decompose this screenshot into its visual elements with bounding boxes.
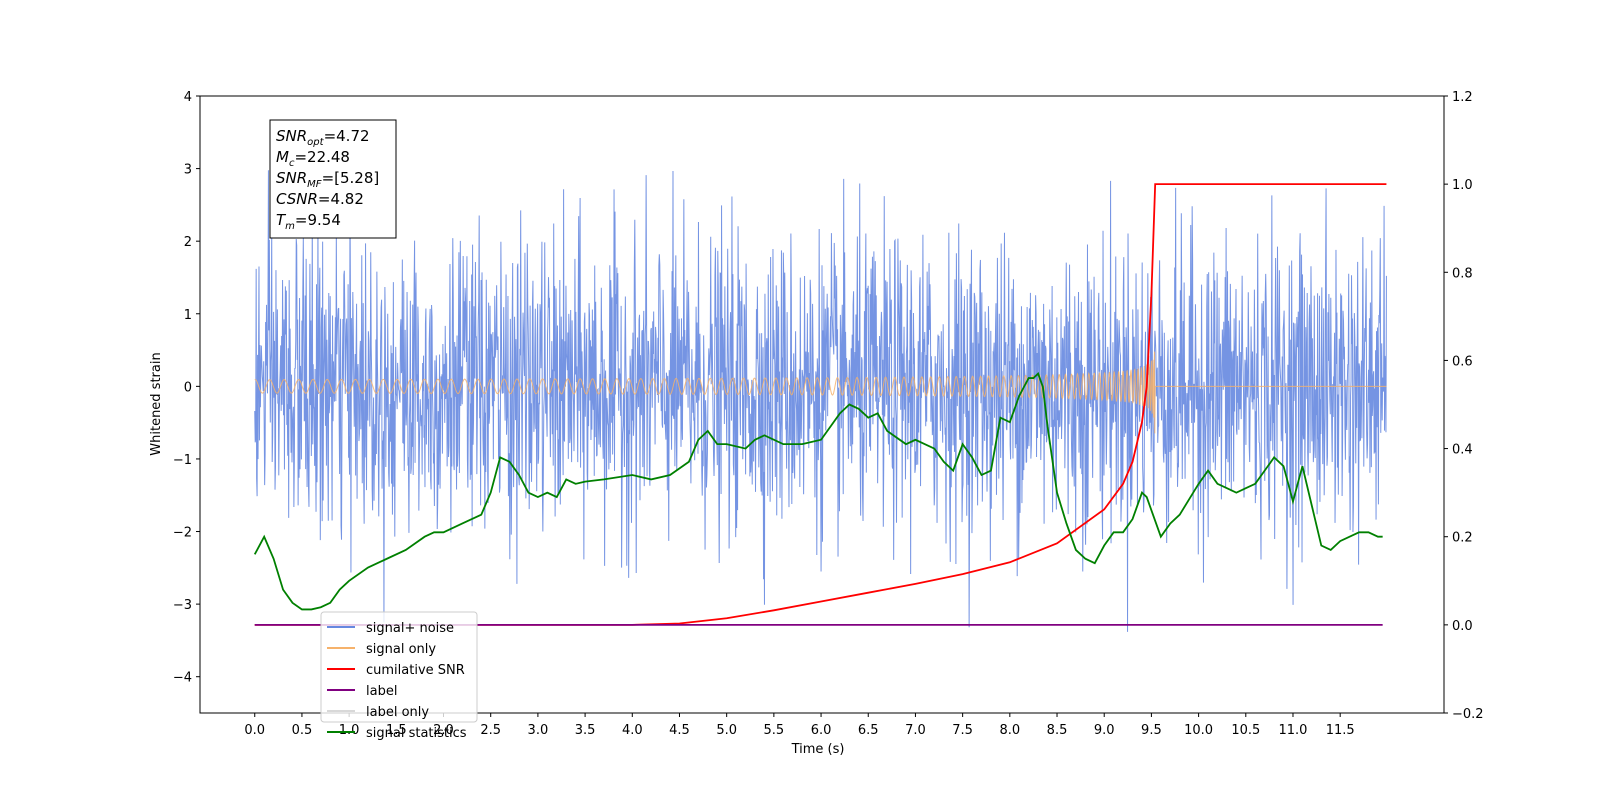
annotation-line: Mc=22.48 xyxy=(276,148,350,169)
annotation-frame xyxy=(269,119,397,239)
y-left-tick-label: 0 xyxy=(184,380,192,395)
x-axis-label: Time (s) xyxy=(791,742,845,757)
annotation-line: CSNR=4.82 xyxy=(276,190,364,208)
x-tick-label: 4.5 xyxy=(669,723,690,738)
x-tick-label: 5.0 xyxy=(716,723,737,738)
legend-label: label only xyxy=(366,705,429,720)
series-cumilative-snr-line xyxy=(254,183,1387,626)
y-left-tick-label: 2 xyxy=(184,235,192,250)
legend: signal+ noise signal only cumilative SNR la… xyxy=(320,611,478,741)
x-tick-label: 2.5 xyxy=(480,723,501,738)
y-left-tick-label: −4 xyxy=(173,671,192,686)
y-axis-left-ticks: −4 −3 −2 −1 0 1 2 3 4 xyxy=(173,90,200,686)
x-tick-label: 1.5 xyxy=(386,723,407,738)
y-right-tick-label: 0.2 xyxy=(1452,531,1473,546)
y-left-tick-label: −3 xyxy=(173,598,192,613)
x-tick-label: 5.5 xyxy=(764,723,785,738)
x-tick-label: 7.0 xyxy=(905,723,926,738)
y-right-tick-label: −0.2 xyxy=(1452,707,1484,722)
x-tick-label: 7.5 xyxy=(952,723,973,738)
series-signal-statistics-line xyxy=(253,372,1383,611)
x-tick-label: 4.0 xyxy=(622,723,643,738)
x-tick-label: 0.0 xyxy=(244,723,265,738)
series-signal-noise-line xyxy=(254,170,1387,632)
y-axis-label: Whitened strain xyxy=(149,352,164,455)
x-tick-label: 10.0 xyxy=(1184,723,1213,738)
legend-label: label xyxy=(366,684,397,699)
annotation-line: SNRMF=[5.28] xyxy=(276,169,379,190)
x-tick-label: 1.0 xyxy=(339,723,360,738)
x-tick-label: 2.0 xyxy=(433,723,454,738)
y-right-tick-label: 0.4 xyxy=(1452,443,1473,458)
x-axis-ticks: 0.0 0.5 1.0 1.5 2.0 2.5 3.0 3.5 4.0 4.5 5.0 5.5 6.0 6… xyxy=(244,713,1355,738)
x-tick-label: 10.5 xyxy=(1231,723,1260,738)
y-right-tick-label: 0.6 xyxy=(1452,354,1473,369)
annotation-line: Tm=9.54 xyxy=(276,211,341,232)
x-tick-label: 6.5 xyxy=(858,723,879,738)
y-right-tick-label: 1.0 xyxy=(1452,178,1473,193)
y-left-tick-label: 4 xyxy=(184,90,192,105)
x-tick-label: 3.0 xyxy=(528,723,549,738)
legend-label: signal statistics xyxy=(366,726,467,741)
y-left-tick-label: 1 xyxy=(184,308,192,323)
x-tick-label: 3.5 xyxy=(575,723,596,738)
legend-label: cumilative SNR xyxy=(366,663,465,678)
x-tick-label: 6.0 xyxy=(811,723,832,738)
y-left-tick-label: −1 xyxy=(173,453,192,468)
plot-frame xyxy=(199,95,1445,714)
x-tick-label: 11.5 xyxy=(1326,723,1355,738)
annotation-line: SNRopt=4.72 xyxy=(276,127,370,148)
x-tick-label: 11.0 xyxy=(1279,723,1308,738)
legend-label: signal only xyxy=(366,642,436,657)
y-right-tick-label: 1.2 xyxy=(1452,90,1473,105)
legend-label: signal+ noise xyxy=(366,621,454,636)
y-left-tick-label: −2 xyxy=(173,526,192,541)
legend-frame xyxy=(320,611,478,723)
x-tick-label: 8.5 xyxy=(1047,723,1068,738)
y-right-tick-label: 0.8 xyxy=(1452,266,1473,281)
series-signal-only-line xyxy=(254,351,1387,434)
x-tick-label: 0.5 xyxy=(292,723,313,738)
stats-annotation-box: SNRopt=4.72Mc=22.48SNRMF=[5.28]CSNR=4.82… xyxy=(269,119,397,239)
y-left-tick-label: 3 xyxy=(184,163,192,178)
x-tick-label: 8.0 xyxy=(999,723,1020,738)
y-axis-right-ticks: −0.2 0.0 0.2 0.4 0.6 0.8 1.0 1.2 xyxy=(1444,90,1484,722)
y-right-tick-label: 0.0 xyxy=(1452,619,1473,634)
x-tick-label: 9.5 xyxy=(1141,723,1162,738)
x-tick-label: 9.0 xyxy=(1094,723,1115,738)
